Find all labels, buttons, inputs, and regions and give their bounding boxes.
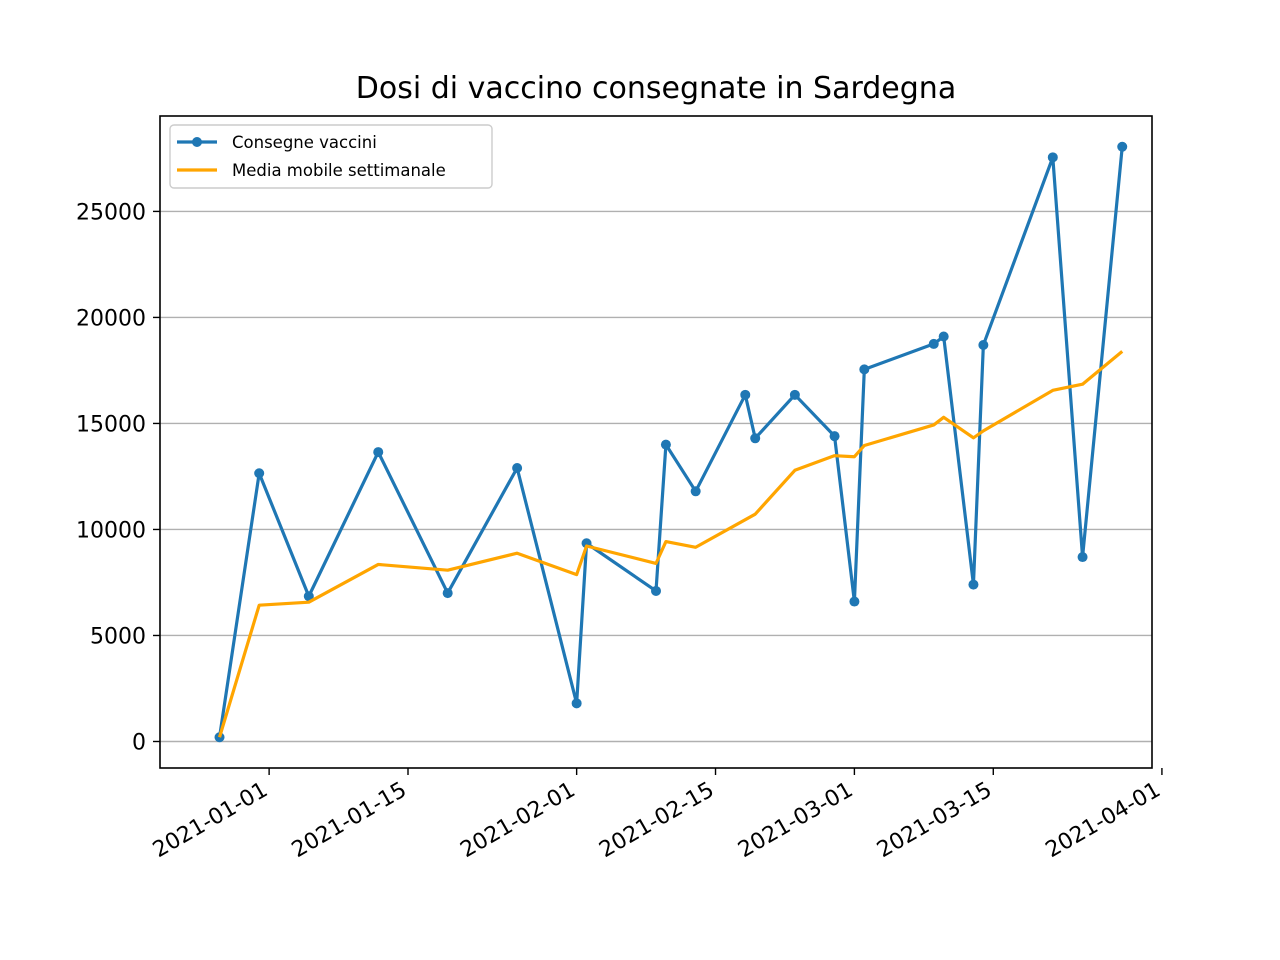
data-point [750, 433, 761, 444]
plot-frame [159, 115, 1153, 769]
series-line [217, 350, 1124, 738]
data-point [1077, 552, 1088, 563]
y-tick-label: 25000 [76, 200, 146, 225]
legend-label: Consegne vaccini [232, 133, 377, 152]
data-point [254, 468, 265, 479]
y-tick-label: 15000 [76, 412, 146, 437]
data-point [660, 439, 671, 450]
data-point [740, 389, 751, 400]
data-point [928, 338, 939, 349]
y-tick-label: 10000 [76, 518, 146, 543]
data-point [789, 389, 800, 400]
data-point [442, 588, 453, 599]
y-tick-label: 20000 [76, 306, 146, 331]
data-point [829, 431, 840, 442]
grid-lines [160, 210, 1152, 743]
data-point [938, 331, 949, 342]
y-axis: 0 5000 10000 15000 20000 25000 [76, 200, 160, 755]
legend-box [169, 124, 493, 189]
legend: Consegne vaccini Media mobile settimanale [169, 124, 493, 189]
data-point [978, 339, 989, 350]
series-media-mobile [217, 350, 1124, 738]
data-point [303, 591, 314, 602]
data-point [1047, 152, 1058, 163]
series-layer [214, 141, 1128, 743]
data-point [373, 447, 384, 458]
data-point [690, 486, 701, 497]
data-point [571, 698, 582, 709]
data-point [651, 585, 661, 596]
legend-label: Media mobile settimanale [232, 161, 446, 180]
chart-title: Dosi di vaccino consegnate in Sardegna [356, 71, 956, 106]
y-tick-label: 0 [132, 730, 146, 755]
data-point [1117, 141, 1128, 152]
data-point [859, 364, 870, 375]
legend-marker [192, 137, 202, 147]
y-tick-label: 5000 [90, 624, 146, 649]
data-point [512, 462, 523, 473]
data-point [968, 579, 979, 590]
data-point [849, 596, 860, 607]
